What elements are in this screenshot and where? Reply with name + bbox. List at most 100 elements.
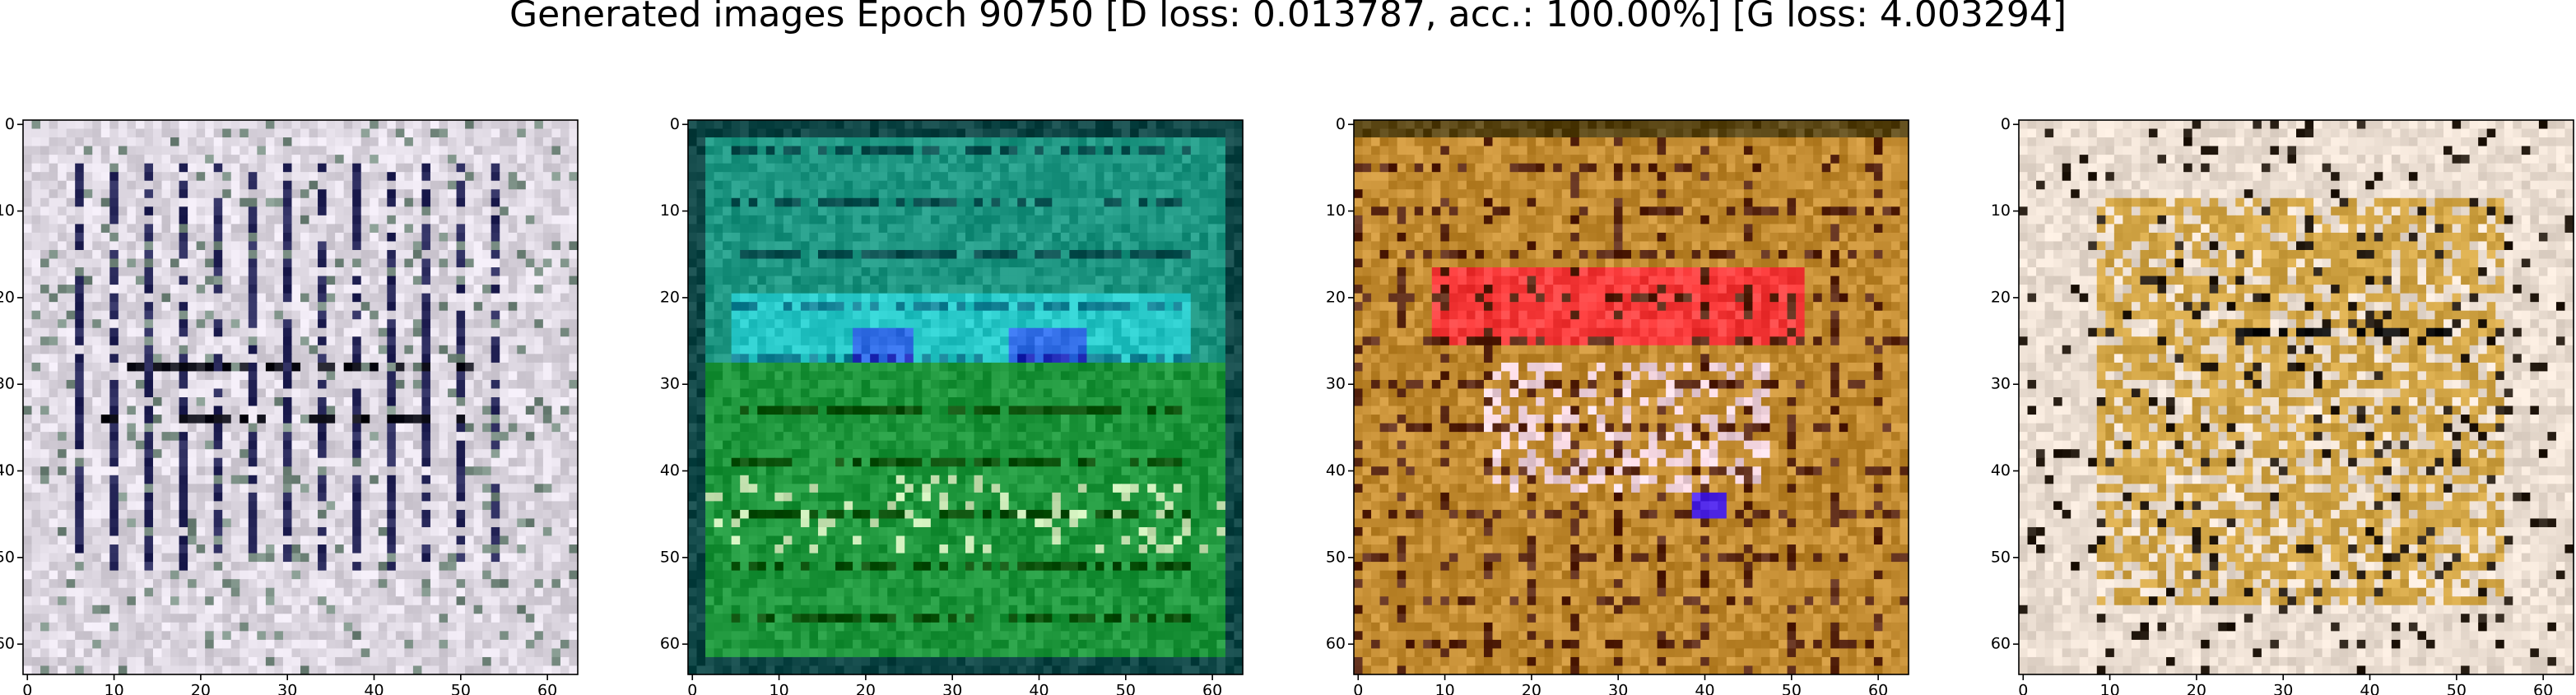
image-pixel xyxy=(378,371,388,381)
image-pixel xyxy=(1052,172,1062,182)
image-pixel xyxy=(239,484,249,493)
image-pixel xyxy=(239,553,249,563)
image-pixel xyxy=(213,449,223,459)
image-pixel xyxy=(922,128,932,138)
image-pixel xyxy=(291,405,301,415)
image-pixel xyxy=(152,492,163,502)
image-pixel xyxy=(395,354,405,364)
image-pixel xyxy=(92,432,102,442)
image-pixel xyxy=(300,215,310,225)
image-pixel xyxy=(688,180,698,190)
image-pixel xyxy=(58,605,67,614)
image-pixel xyxy=(40,587,50,597)
image-pixel xyxy=(248,492,258,502)
image-pixel xyxy=(983,137,993,147)
image-pixel xyxy=(83,379,93,390)
image-pixel xyxy=(291,466,301,476)
image-pixel xyxy=(465,293,475,303)
image-pixel xyxy=(525,327,535,337)
image-pixel xyxy=(569,293,579,303)
image-pixel xyxy=(430,155,440,164)
image-pixel xyxy=(887,128,897,138)
image-pixel xyxy=(378,310,388,320)
image-pixel xyxy=(569,224,579,234)
image-pixel xyxy=(291,518,301,528)
image-pixel xyxy=(144,128,154,138)
image-pixel xyxy=(144,397,154,407)
image-pixel xyxy=(118,224,128,234)
image-pixel xyxy=(179,484,188,493)
image-pixel xyxy=(421,466,431,476)
image-pixel xyxy=(525,189,535,199)
image-pixel xyxy=(765,128,775,138)
image-pixel xyxy=(248,215,258,225)
image-pixel xyxy=(265,345,276,354)
image-pixel xyxy=(525,206,535,216)
image-pixel xyxy=(205,327,215,337)
image-pixel xyxy=(404,423,414,433)
image-pixel xyxy=(714,180,723,190)
image-pixel xyxy=(439,327,449,337)
image-pixel xyxy=(170,310,180,320)
image-pixel xyxy=(282,310,293,320)
image-pixel xyxy=(161,146,171,155)
image-pixel xyxy=(421,457,431,467)
image-pixel xyxy=(58,163,67,173)
image-pixel xyxy=(179,631,188,641)
image-pixel xyxy=(448,163,458,173)
image-pixel xyxy=(508,596,518,606)
image-pixel xyxy=(230,137,240,147)
image-pixel xyxy=(309,293,319,303)
image-pixel xyxy=(23,535,33,545)
image-pixel xyxy=(179,605,188,614)
image-pixel xyxy=(75,258,85,268)
image-pixel xyxy=(257,639,267,650)
image-pixel xyxy=(282,570,293,580)
image-pixel xyxy=(542,232,553,243)
image-pixel xyxy=(1069,180,1079,190)
image-pixel xyxy=(534,206,544,216)
image-pixel xyxy=(853,146,863,155)
image-pixel xyxy=(569,302,579,312)
image-pixel xyxy=(482,302,492,312)
image-pixel xyxy=(696,172,706,182)
image-pixel xyxy=(482,449,492,459)
image-pixel xyxy=(412,405,423,415)
image-pixel xyxy=(904,163,914,173)
image-pixel xyxy=(792,137,802,147)
image-pixel xyxy=(300,544,310,554)
image-pixel xyxy=(248,405,258,415)
image-pixel xyxy=(282,293,293,303)
image-pixel xyxy=(1000,146,1010,155)
image-pixel xyxy=(430,553,440,563)
image-pixel xyxy=(127,267,137,277)
image-pixel xyxy=(439,319,449,329)
image-pixel xyxy=(473,605,483,614)
image-pixel xyxy=(205,553,215,563)
image-pixel xyxy=(352,509,362,520)
image-pixel xyxy=(1190,146,1200,155)
image-pixel xyxy=(517,622,527,632)
image-pixel xyxy=(170,146,180,155)
image-pixel xyxy=(326,172,336,182)
image-pixel xyxy=(1130,146,1140,155)
image-pixel xyxy=(335,155,345,164)
image-pixel xyxy=(983,180,993,190)
image-pixel xyxy=(213,327,223,337)
image-pixel xyxy=(83,155,93,164)
image-pixel xyxy=(326,354,336,364)
image-pixel xyxy=(335,197,345,207)
image-pixel xyxy=(135,466,146,476)
image-pixel xyxy=(31,180,41,190)
image-pixel xyxy=(265,189,276,199)
image-pixel xyxy=(482,415,492,424)
image-pixel xyxy=(109,362,119,373)
image-pixel xyxy=(714,197,723,207)
image-pixel xyxy=(239,501,249,511)
image-pixel xyxy=(352,544,362,554)
image-pixel xyxy=(1113,120,1123,130)
image-pixel xyxy=(404,249,414,260)
image-pixel xyxy=(387,648,397,658)
image-pixel xyxy=(66,180,76,190)
image-pixel xyxy=(551,345,561,354)
